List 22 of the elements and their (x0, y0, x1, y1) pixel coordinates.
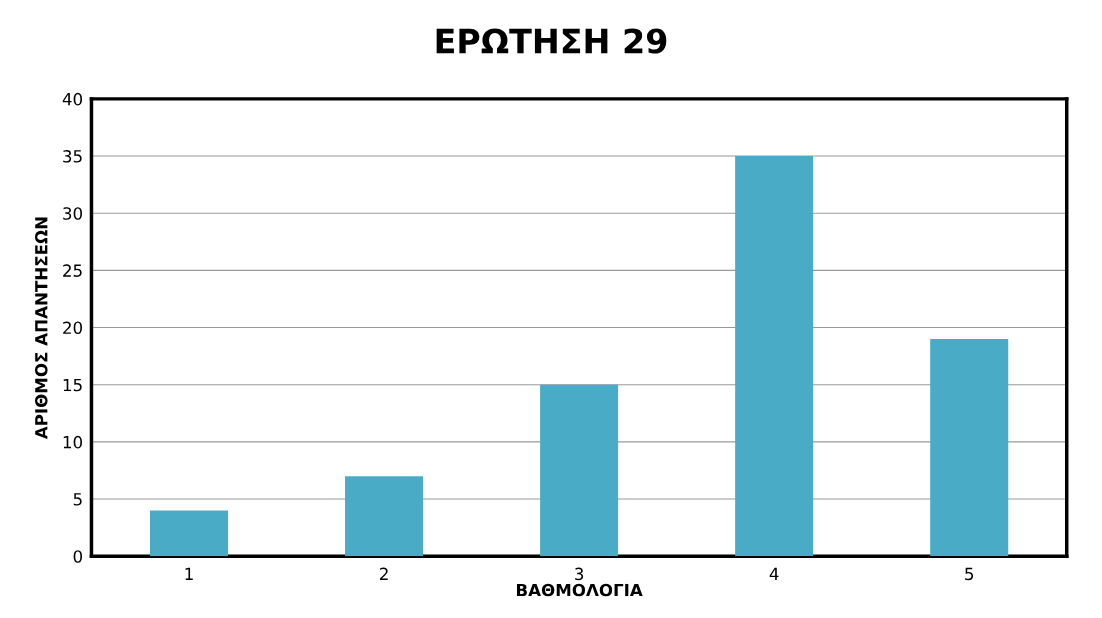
bar (735, 156, 814, 557)
x-tick-label: 3 (575, 567, 584, 581)
bar (540, 384, 619, 557)
x-tick-label: 4 (769, 567, 779, 580)
x-tick-label: 5 (965, 567, 974, 581)
bar (149, 510, 228, 557)
y-tick-label: 10 (63, 435, 83, 449)
y-tick-label: 20 (63, 321, 83, 335)
x-tick-label: 1 (185, 567, 193, 580)
x-tick-label: 2 (379, 567, 388, 580)
bar (345, 476, 424, 557)
y-tick-label: 40 (62, 92, 83, 106)
y-tick-label: 30 (63, 207, 83, 220)
y-axis-title: ΑΡΙΘΜΟΣ ΑΠΑΝΤΗΣΕΩΝ (34, 217, 48, 440)
y-tick-label: 25 (63, 264, 82, 277)
y-tick-label: 0 (73, 550, 83, 563)
y-tick-label: 35 (63, 150, 82, 163)
x-axis-title: ΒΑΘΜΟΛΟΓΙΑ (516, 583, 643, 597)
y-tick-label: 5 (73, 493, 82, 506)
y-tick-label: 15 (63, 378, 82, 392)
chart-title: ΕΡΩΤΗΣΗ 29 (436, 28, 667, 54)
bar (930, 338, 1009, 557)
